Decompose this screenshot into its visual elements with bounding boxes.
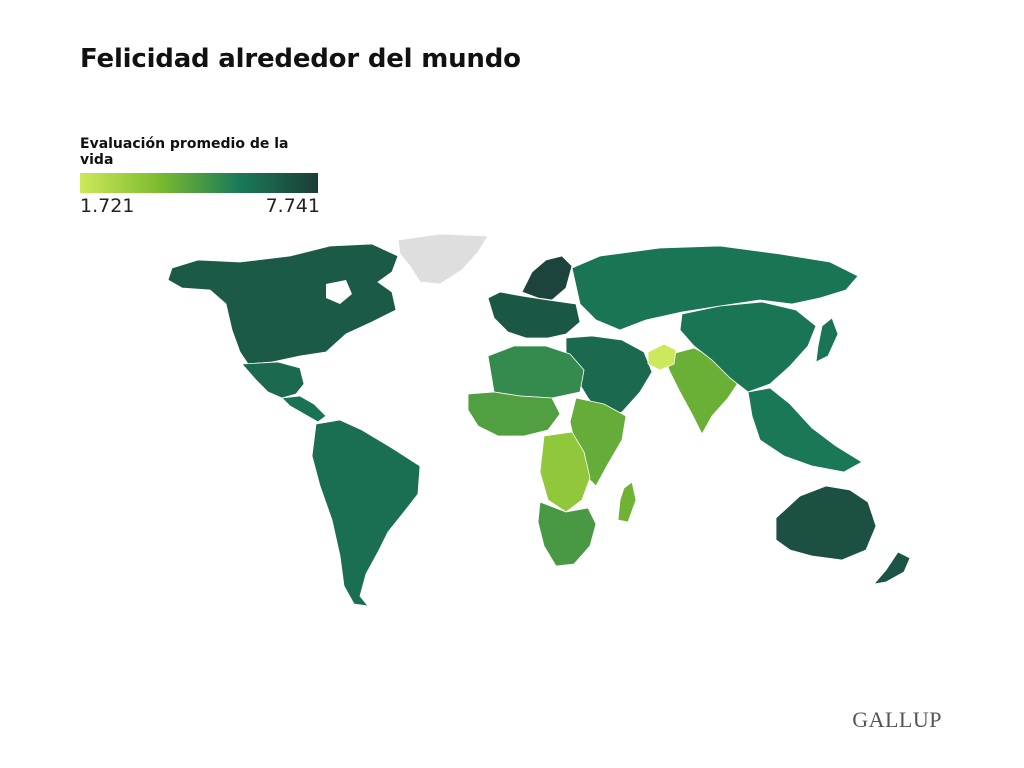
region-east-asia[interactable] <box>679 301 817 393</box>
gallup-logo: GALLUP <box>852 707 942 732</box>
region-new-zealand[interactable] <box>872 551 911 585</box>
region-australia[interactable] <box>775 485 877 561</box>
page-title: Felicidad alrededor del mundo <box>80 44 521 74</box>
legend-min-label: 1.721 <box>80 195 135 217</box>
region-central-america[interactable] <box>281 395 327 423</box>
region-west-africa[interactable] <box>467 391 561 437</box>
legend-scale: 1.721 7.741 <box>80 195 320 217</box>
region-afghanistan[interactable] <box>647 343 677 371</box>
region-southeast-asia[interactable] <box>747 387 863 473</box>
region-central-africa[interactable] <box>539 431 591 513</box>
region-madagascar[interactable] <box>617 481 637 523</box>
region-north-america[interactable] <box>167 243 399 365</box>
legend-title: Evaluación promedio de la vida <box>80 136 289 168</box>
region-japan[interactable] <box>815 317 839 363</box>
region-mexico[interactable] <box>241 361 305 399</box>
world-map <box>167 233 911 607</box>
region-southern-africa[interactable] <box>537 501 597 567</box>
region-russia-central-asia[interactable] <box>571 245 859 331</box>
color-legend: Evaluación promedio de la vida 1.721 7.7… <box>80 136 320 217</box>
region-north-africa[interactable] <box>487 345 585 399</box>
region-western-europe[interactable] <box>487 291 581 339</box>
legend-max-label: 7.741 <box>265 195 320 217</box>
hudson-bay <box>326 280 352 304</box>
legend-gradient-bar <box>80 173 318 193</box>
region-europe-nordics[interactable] <box>521 255 573 301</box>
region-south-america[interactable] <box>311 419 421 607</box>
region-greenland[interactable] <box>397 233 489 285</box>
